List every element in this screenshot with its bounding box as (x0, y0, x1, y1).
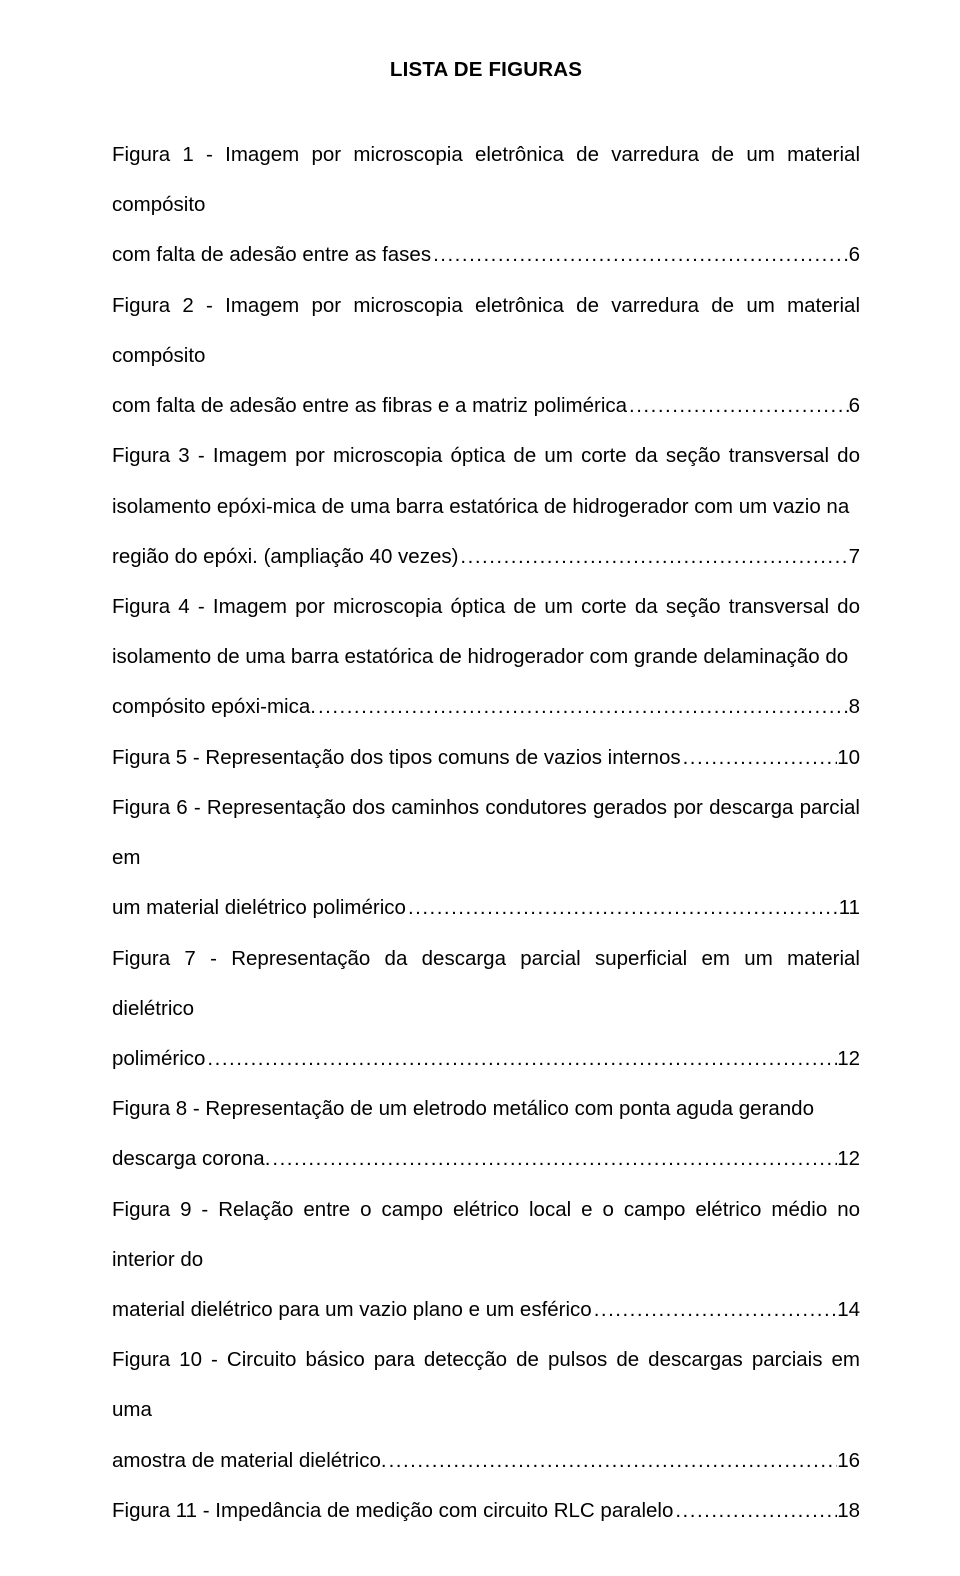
entry-page-number: 7 (849, 532, 860, 582)
dot-leader: ........................................… (316, 682, 849, 732)
entry-page-number: 11 (839, 883, 860, 933)
entry-body-text: Figura 4 - Imagem por microscopia óptica… (112, 582, 860, 682)
figure-entry: Figura 7 - Representação da descarga par… (112, 934, 860, 1085)
figure-entry: Figura 11 - Impedância de medição com ci… (112, 1486, 860, 1536)
entry-tail-text: com falta de adesão entre as fases (112, 230, 431, 280)
figure-entry: Figura 1 - Imagem por microscopia eletrô… (112, 130, 860, 281)
entry-body-text: Figura 3 - Imagem por microscopia óptica… (112, 431, 860, 531)
dot-leader: ........................................… (431, 230, 849, 280)
entry-last-line: um material dielétrico polimérico.......… (112, 883, 860, 933)
dot-leader: ........................................… (592, 1285, 837, 1335)
dot-leader: ........................................… (270, 1134, 837, 1184)
dot-leader: ........................................… (387, 1436, 838, 1486)
entry-tail-text: compósito epóxi-mica. (112, 682, 316, 732)
dot-leader: ........................................… (205, 1034, 837, 1084)
entry-page-number: 6 (849, 230, 860, 280)
entry-page-number: 12 (837, 1134, 860, 1184)
entry-page-number: 14 (837, 1285, 860, 1335)
entry-last-line: Figura 5 - Representação dos tipos comun… (112, 733, 860, 783)
page-title: LISTA DE FIGURAS (112, 58, 860, 82)
figure-list: Figura 1 - Imagem por microscopia eletrô… (112, 130, 860, 1536)
entry-last-line: com falta de adesão entre as fibras e a … (112, 381, 860, 431)
entry-tail-text: um material dielétrico polimérico (112, 883, 406, 933)
entry-page-number: 18 (837, 1486, 860, 1536)
entry-page-number: 16 (837, 1436, 860, 1486)
entry-last-line: amostra de material dielétrico..........… (112, 1436, 860, 1486)
figure-entry: Figura 10 - Circuito básico para detecçã… (112, 1335, 860, 1486)
dot-leader: ........................................… (673, 1486, 837, 1536)
document-page: LISTA DE FIGURAS Figura 1 - Imagem por m… (0, 0, 960, 1576)
entry-last-line: polimérico..............................… (112, 1034, 860, 1084)
figure-entry: Figura 4 - Imagem por microscopia óptica… (112, 582, 860, 733)
entry-tail-text: polimérico (112, 1034, 205, 1084)
figure-entry: Figura 3 - Imagem por microscopia óptica… (112, 431, 860, 582)
entry-last-line: material dielétrico para um vazio plano … (112, 1285, 860, 1335)
entry-tail-text: Figura 5 - Representação dos tipos comun… (112, 733, 681, 783)
dot-leader: ........................................… (458, 532, 848, 582)
entry-tail-text: com falta de adesão entre as fibras e a … (112, 381, 627, 431)
figure-entry: Figura 5 - Representação dos tipos comun… (112, 733, 860, 783)
dot-leader: ........................................… (627, 381, 849, 431)
entry-last-line: com falta de adesão entre as fases......… (112, 230, 860, 280)
entry-tail-text: material dielétrico para um vazio plano … (112, 1285, 592, 1335)
entry-page-number: 10 (837, 733, 860, 783)
dot-leader: ........................................… (406, 883, 839, 933)
entry-body-text: Figura 10 - Circuito básico para detecçã… (112, 1335, 860, 1435)
entry-body-text: Figura 2 - Imagem por microscopia eletrô… (112, 281, 860, 381)
entry-page-number: 8 (849, 682, 860, 732)
entry-last-line: descarga corona.........................… (112, 1134, 860, 1184)
entry-body-text: Figura 1 - Imagem por microscopia eletrô… (112, 130, 860, 230)
figure-entry: Figura 6 - Representação dos caminhos co… (112, 783, 860, 934)
entry-body-text: Figura 8 - Representação de um eletrodo … (112, 1084, 860, 1134)
figure-entry: Figura 9 - Relação entre o campo elétric… (112, 1185, 860, 1336)
figure-entry: Figura 2 - Imagem por microscopia eletrô… (112, 281, 860, 432)
entry-page-number: 12 (837, 1034, 860, 1084)
entry-tail-text: Figura 11 - Impedância de medição com ci… (112, 1486, 673, 1536)
dot-leader: ........................................… (681, 733, 838, 783)
entry-last-line: compósito epóxi-mica....................… (112, 682, 860, 732)
entry-last-line: região do epóxi. (ampliação 40 vezes)...… (112, 532, 860, 582)
figure-entry: Figura 8 - Representação de um eletrodo … (112, 1084, 860, 1184)
entry-body-text: Figura 9 - Relação entre o campo elétric… (112, 1185, 860, 1285)
entry-page-number: 6 (849, 381, 860, 431)
entry-tail-text: região do epóxi. (ampliação 40 vezes) (112, 532, 458, 582)
entry-last-line: Figura 11 - Impedância de medição com ci… (112, 1486, 860, 1536)
entry-body-text: Figura 7 - Representação da descarga par… (112, 934, 860, 1034)
entry-body-text: Figura 6 - Representação dos caminhos co… (112, 783, 860, 883)
entry-tail-text: amostra de material dielétrico. (112, 1436, 387, 1486)
entry-tail-text: descarga corona. (112, 1134, 270, 1184)
